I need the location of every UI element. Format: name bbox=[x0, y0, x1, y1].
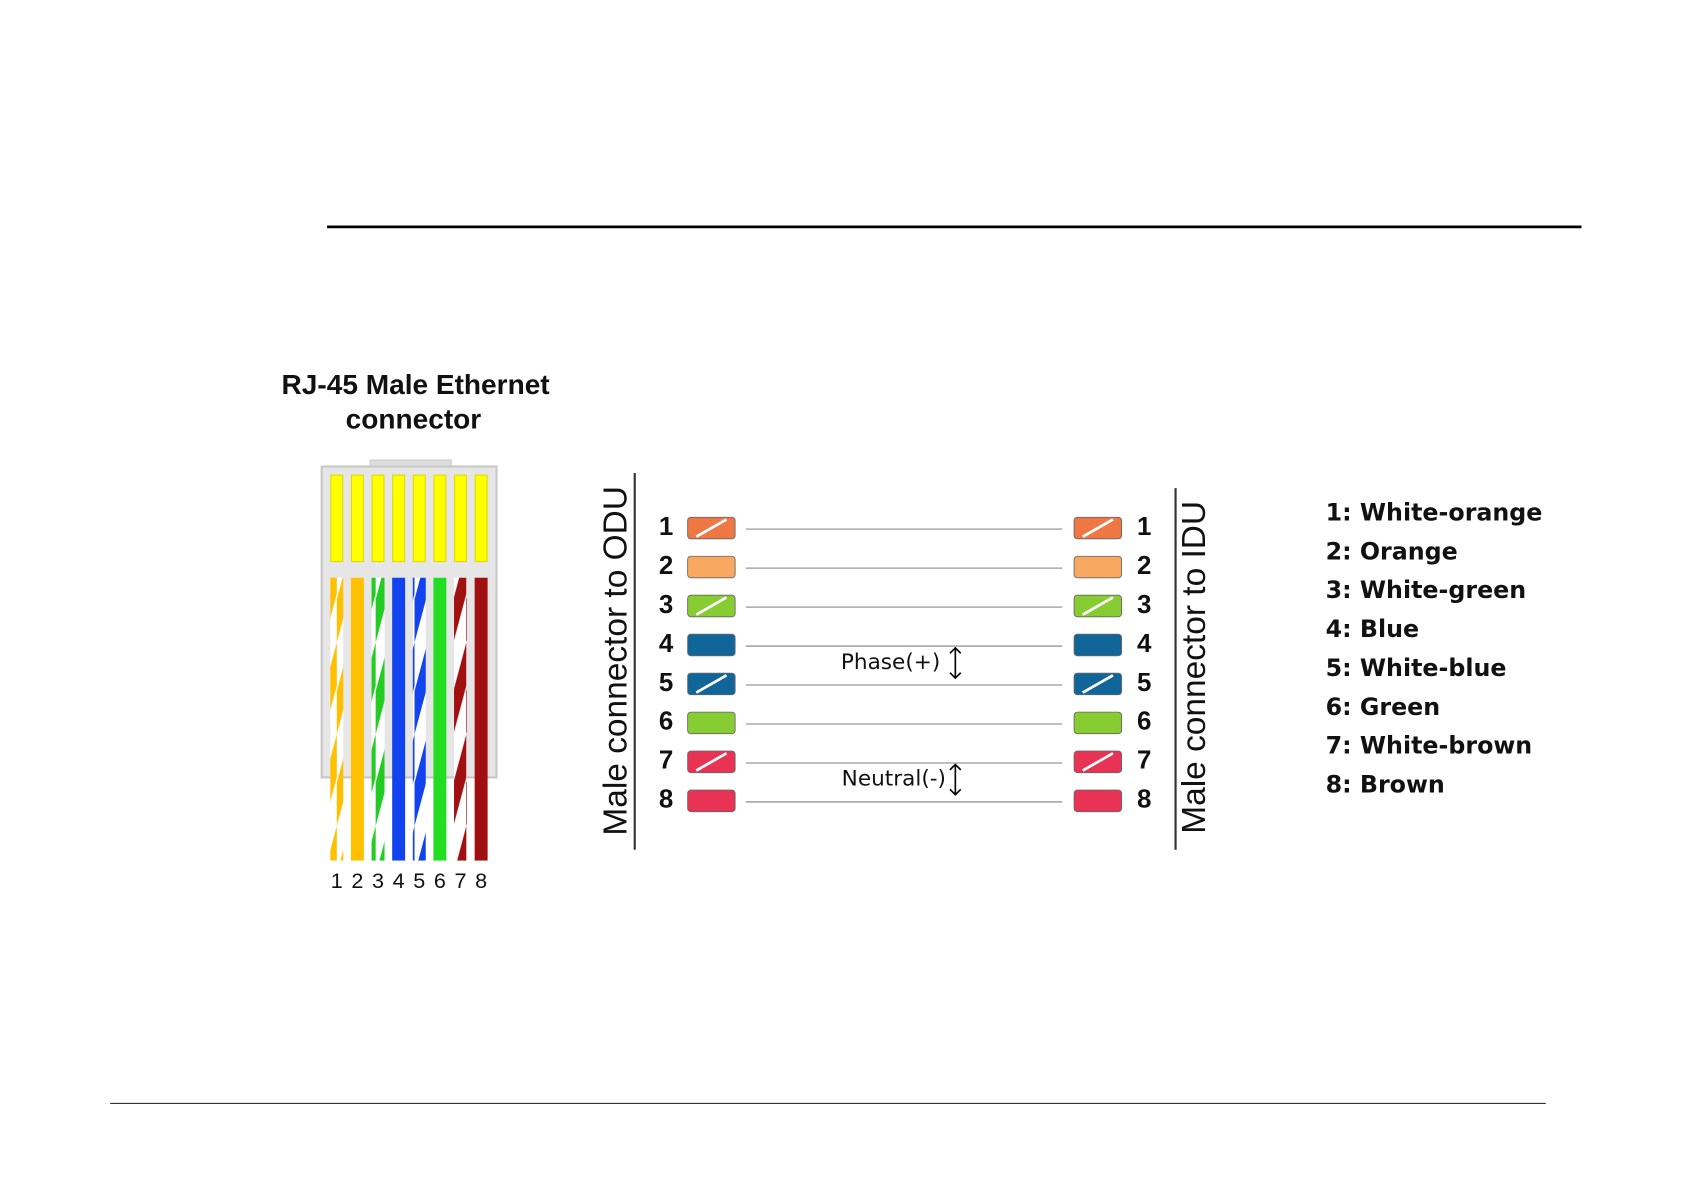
pin-number: 7 bbox=[659, 747, 673, 775]
pin-box bbox=[687, 711, 736, 735]
connector-title: connector bbox=[346, 404, 482, 435]
pin-number: 2 bbox=[1137, 552, 1151, 580]
contact bbox=[350, 474, 364, 563]
contact bbox=[330, 474, 344, 563]
contact bbox=[454, 474, 467, 563]
left-label: Male connector to ODU bbox=[597, 486, 634, 836]
pin-box bbox=[687, 789, 736, 813]
right-label: Male connector to IDU bbox=[1176, 501, 1213, 834]
stripe bbox=[695, 596, 728, 616]
wire bbox=[433, 577, 447, 861]
pin-box bbox=[1073, 711, 1123, 735]
legend-item: 8: Brown bbox=[1326, 771, 1445, 799]
pin-number: 7 bbox=[1137, 747, 1151, 775]
pin-label: 7 bbox=[455, 868, 467, 893]
pin-number: 8 bbox=[659, 786, 673, 814]
legend-item: 3: White-green bbox=[1326, 576, 1527, 604]
connector-title: RJ-45 Male Ethernet bbox=[282, 369, 550, 400]
legend-item: 7: White-brown bbox=[1326, 732, 1533, 760]
contact bbox=[371, 474, 385, 563]
pin-label: 3 bbox=[372, 868, 384, 893]
pin-number: 3 bbox=[659, 591, 673, 619]
pin-number: 4 bbox=[1137, 630, 1152, 658]
pin-label: 2 bbox=[351, 868, 363, 893]
wire bbox=[350, 577, 364, 861]
legend-item: 4: Blue bbox=[1326, 615, 1420, 643]
pin-box bbox=[687, 555, 736, 579]
pin-box bbox=[1073, 555, 1123, 579]
legend-item: 5: White-blue bbox=[1326, 654, 1507, 682]
contact bbox=[412, 474, 426, 563]
stripe bbox=[695, 752, 728, 772]
stripe bbox=[1082, 752, 1114, 772]
pin-number: 1 bbox=[659, 513, 673, 541]
wire bbox=[330, 577, 344, 861]
stripe bbox=[1082, 596, 1114, 616]
pin-number: 3 bbox=[1137, 591, 1151, 619]
stripe bbox=[1082, 674, 1114, 694]
pin-label: 4 bbox=[393, 868, 405, 893]
pin-number: 8 bbox=[1137, 786, 1151, 814]
arrow bbox=[949, 646, 962, 796]
stripe bbox=[695, 674, 728, 694]
wire bbox=[392, 577, 406, 861]
wire bbox=[412, 577, 426, 861]
stripe bbox=[1082, 518, 1114, 538]
pin-number: 4 bbox=[659, 630, 674, 658]
pin-number: 6 bbox=[1137, 708, 1151, 736]
contact bbox=[474, 474, 488, 563]
legend-item: 2: Orange bbox=[1326, 537, 1458, 565]
pin-label: 6 bbox=[434, 868, 446, 893]
pin-number: 5 bbox=[1137, 669, 1151, 697]
wire bbox=[474, 577, 488, 861]
legend-item: 1: White-orange bbox=[1326, 499, 1543, 527]
connector-body bbox=[320, 465, 498, 779]
pin-number: 6 bbox=[659, 708, 673, 736]
contact bbox=[433, 474, 447, 563]
pin-number: 2 bbox=[659, 552, 673, 580]
annotation: Neutral(-) bbox=[842, 767, 946, 792]
pin-number: 1 bbox=[1137, 513, 1151, 541]
wire bbox=[454, 577, 467, 861]
pin-number: 5 bbox=[659, 669, 673, 697]
pin-label: 8 bbox=[475, 868, 487, 893]
stripe bbox=[695, 518, 728, 538]
legend-item: 6: Green bbox=[1326, 693, 1441, 721]
pin-box bbox=[1073, 633, 1123, 657]
pin-label: 1 bbox=[331, 868, 343, 893]
pin-box bbox=[687, 633, 736, 657]
wire bbox=[371, 577, 385, 861]
pin-box bbox=[1073, 789, 1123, 813]
annotation: Phase(+) bbox=[841, 650, 940, 675]
pin-label: 5 bbox=[413, 868, 425, 893]
contact bbox=[392, 474, 406, 563]
